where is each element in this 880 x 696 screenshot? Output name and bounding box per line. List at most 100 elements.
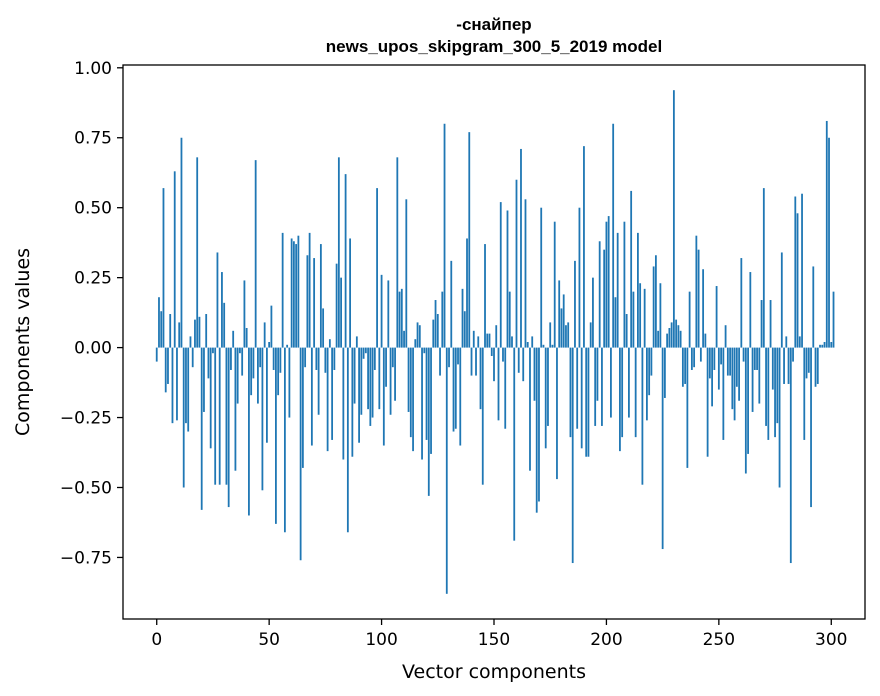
bar xyxy=(304,347,307,368)
bar xyxy=(223,302,226,348)
y-tick-label: 1.00 xyxy=(74,59,112,79)
bar xyxy=(418,325,421,348)
bar xyxy=(522,347,525,382)
bar xyxy=(185,347,187,424)
bar xyxy=(571,347,574,564)
bar xyxy=(160,311,163,348)
bar xyxy=(488,333,491,348)
bar xyxy=(659,283,662,348)
bar xyxy=(792,347,794,362)
bar xyxy=(515,179,518,348)
bar xyxy=(632,291,635,348)
bar xyxy=(625,314,628,348)
bar xyxy=(693,347,696,368)
bar xyxy=(726,347,729,376)
bar xyxy=(450,260,453,348)
bar xyxy=(819,344,821,348)
bar xyxy=(724,325,727,348)
bar xyxy=(205,314,208,348)
bar xyxy=(301,347,304,468)
bar xyxy=(556,347,558,480)
bar xyxy=(466,238,468,348)
bar xyxy=(713,347,716,370)
bar xyxy=(436,314,439,348)
bar xyxy=(454,347,457,429)
bar xyxy=(248,347,250,516)
bar xyxy=(529,347,531,471)
bar xyxy=(675,319,678,348)
bar xyxy=(484,244,486,348)
bar xyxy=(823,342,826,348)
bar xyxy=(486,333,489,348)
bar xyxy=(355,336,358,348)
bar xyxy=(261,347,264,491)
bar xyxy=(288,347,291,418)
chart-subtitle: news_upos_skipgram_300_5_2019 model xyxy=(326,37,662,56)
bar xyxy=(720,347,722,365)
bar xyxy=(832,291,835,348)
bar xyxy=(167,347,169,384)
bar xyxy=(178,322,181,348)
y-tick-label: 0.25 xyxy=(74,269,112,289)
bar xyxy=(504,347,507,429)
bar xyxy=(776,347,779,424)
bar xyxy=(695,235,698,348)
bar xyxy=(601,347,603,426)
bar xyxy=(825,120,828,348)
bar xyxy=(382,347,385,446)
bar xyxy=(765,347,767,426)
bar xyxy=(463,311,466,348)
bar xyxy=(198,316,201,348)
bar xyxy=(578,207,581,348)
bar xyxy=(607,216,610,348)
bar xyxy=(434,300,437,348)
bar xyxy=(479,347,482,410)
x-tick-label: 100 xyxy=(365,630,397,650)
bar xyxy=(690,347,693,370)
bar xyxy=(326,347,329,452)
bar xyxy=(641,347,644,485)
bar xyxy=(272,347,275,370)
bar xyxy=(807,347,810,373)
x-tick-label: 250 xyxy=(703,630,735,650)
bar xyxy=(699,347,702,362)
bar xyxy=(744,347,747,474)
bar xyxy=(200,347,203,510)
bar xyxy=(448,347,450,368)
bar xyxy=(520,148,522,348)
bar xyxy=(416,322,419,348)
bar xyxy=(668,328,671,348)
bar xyxy=(650,347,653,376)
bar xyxy=(769,300,772,348)
y-tick-label: −0.25 xyxy=(60,409,112,429)
bar xyxy=(634,347,637,438)
bar xyxy=(677,325,680,348)
bar xyxy=(533,347,536,401)
bar xyxy=(182,347,185,488)
bar xyxy=(295,244,298,348)
chart-title: -снайпер xyxy=(456,15,531,34)
bar xyxy=(592,277,594,348)
bar xyxy=(610,347,612,418)
bar xyxy=(493,347,495,382)
bar xyxy=(373,347,376,370)
bar xyxy=(389,347,392,415)
bar xyxy=(412,347,414,452)
bar xyxy=(702,269,705,348)
bar xyxy=(637,232,639,348)
bar xyxy=(470,347,473,376)
bar xyxy=(394,347,396,401)
bar xyxy=(391,347,394,368)
bar xyxy=(445,347,448,594)
bar xyxy=(209,347,212,449)
bar xyxy=(567,322,570,348)
bar xyxy=(780,252,783,348)
bar xyxy=(481,347,484,485)
bar xyxy=(257,347,259,404)
bar xyxy=(405,199,408,348)
bar xyxy=(544,347,547,449)
bar xyxy=(740,258,743,348)
bar xyxy=(239,347,241,354)
bar xyxy=(753,347,756,370)
bar xyxy=(630,190,633,348)
